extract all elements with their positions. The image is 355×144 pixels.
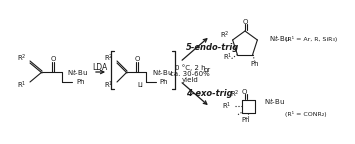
Text: 0 °C, 2 h: 0 °C, 2 h — [175, 65, 205, 71]
Text: N$t$-Bu: N$t$-Bu — [264, 96, 286, 107]
Text: ca. 30-60%: ca. 30-60% — [170, 71, 210, 77]
Text: LDA: LDA — [92, 64, 108, 72]
Text: R$^2$: R$^2$ — [220, 29, 230, 41]
Text: R$^1$: R$^1$ — [17, 79, 27, 91]
Text: R$^2$: R$^2$ — [17, 52, 27, 64]
Text: R$^1$: R$^1$ — [104, 79, 114, 91]
Text: (R¹ = Ar, R, SiR₃): (R¹ = Ar, R, SiR₃) — [285, 36, 337, 42]
Text: Ph: Ph — [242, 118, 250, 124]
Text: (R¹ = CONR₂): (R¹ = CONR₂) — [285, 111, 327, 117]
Text: Ph: Ph — [159, 79, 168, 85]
Text: N$t$-Bu: N$t$-Bu — [152, 67, 173, 77]
Text: O: O — [242, 19, 248, 25]
Text: R$^1$: R$^1$ — [222, 100, 231, 112]
Text: or: or — [203, 67, 211, 73]
Text: O: O — [134, 56, 140, 62]
Text: yield: yield — [182, 77, 198, 83]
Text: R$^2$: R$^2$ — [230, 89, 240, 100]
Text: N$t$-Bu: N$t$-Bu — [67, 67, 88, 77]
Text: R$^2$: R$^2$ — [104, 52, 114, 64]
Text: 4-exo-trig: 4-exo-trig — [186, 90, 233, 98]
Text: Li: Li — [137, 82, 143, 88]
Text: Ph: Ph — [76, 79, 84, 85]
Text: R$^1$: R$^1$ — [223, 52, 233, 63]
Text: Ph: Ph — [250, 60, 259, 67]
Text: N$t$-Bu: N$t$-Bu — [269, 33, 290, 43]
Text: O: O — [50, 56, 56, 62]
Text: O: O — [242, 89, 247, 94]
Text: 5-endo-trig: 5-endo-trig — [186, 42, 239, 52]
